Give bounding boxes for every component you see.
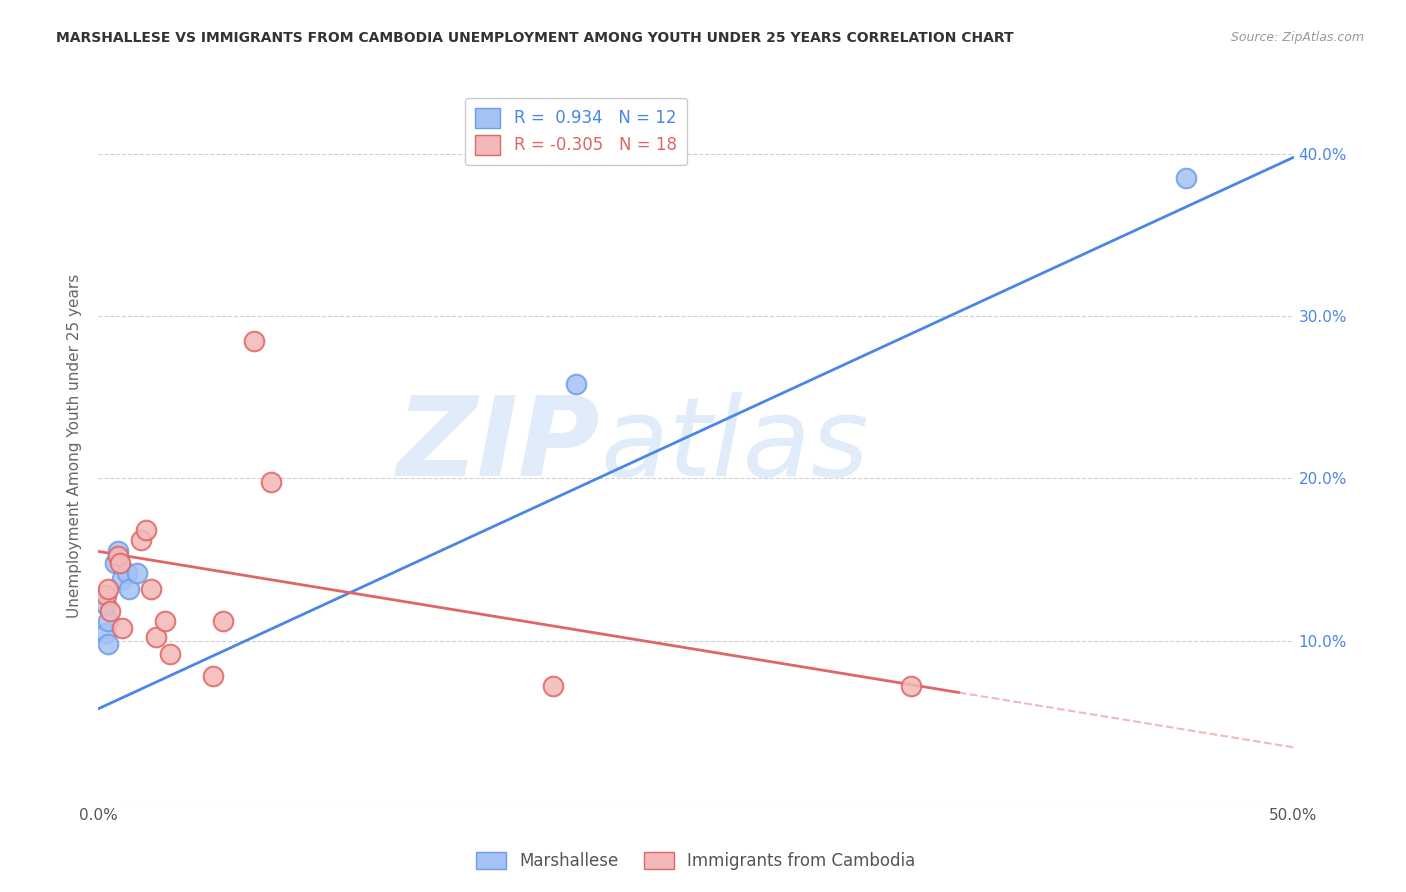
Point	[900, 679, 922, 693]
Text: MARSHALLESE VS IMMIGRANTS FROM CAMBODIA UNEMPLOYMENT AMONG YOUTH UNDER 25 YEARS : MARSHALLESE VS IMMIGRANTS FROM CAMBODIA …	[56, 31, 1014, 45]
Point	[107, 544, 129, 558]
Point	[94, 625, 117, 640]
Point	[98, 604, 122, 618]
Point	[97, 614, 120, 628]
Point	[145, 631, 167, 645]
Point	[243, 334, 266, 348]
Point	[259, 475, 281, 489]
Point	[104, 556, 127, 570]
Point	[94, 588, 117, 602]
Point	[155, 614, 177, 628]
Point	[108, 556, 131, 570]
Point	[118, 582, 141, 596]
Legend: Marshallese, Immigrants from Cambodia: Marshallese, Immigrants from Cambodia	[470, 845, 922, 877]
Point	[565, 377, 588, 392]
Text: atlas: atlas	[600, 392, 869, 500]
Point	[111, 621, 134, 635]
Point	[107, 549, 129, 564]
Y-axis label: Unemployment Among Youth under 25 years: Unemployment Among Youth under 25 years	[67, 274, 83, 618]
Point	[131, 533, 153, 547]
Text: ZIP: ZIP	[396, 392, 600, 500]
Point	[211, 614, 233, 628]
Point	[1175, 171, 1198, 186]
Point	[125, 566, 148, 580]
Point	[97, 582, 120, 596]
Point	[94, 598, 117, 612]
Point	[97, 637, 120, 651]
Point	[159, 647, 181, 661]
Point	[541, 679, 564, 693]
Point	[202, 669, 225, 683]
Point	[115, 566, 138, 580]
Text: Source: ZipAtlas.com: Source: ZipAtlas.com	[1230, 31, 1364, 45]
Point	[139, 582, 162, 596]
Point	[135, 524, 157, 538]
Point	[111, 572, 134, 586]
